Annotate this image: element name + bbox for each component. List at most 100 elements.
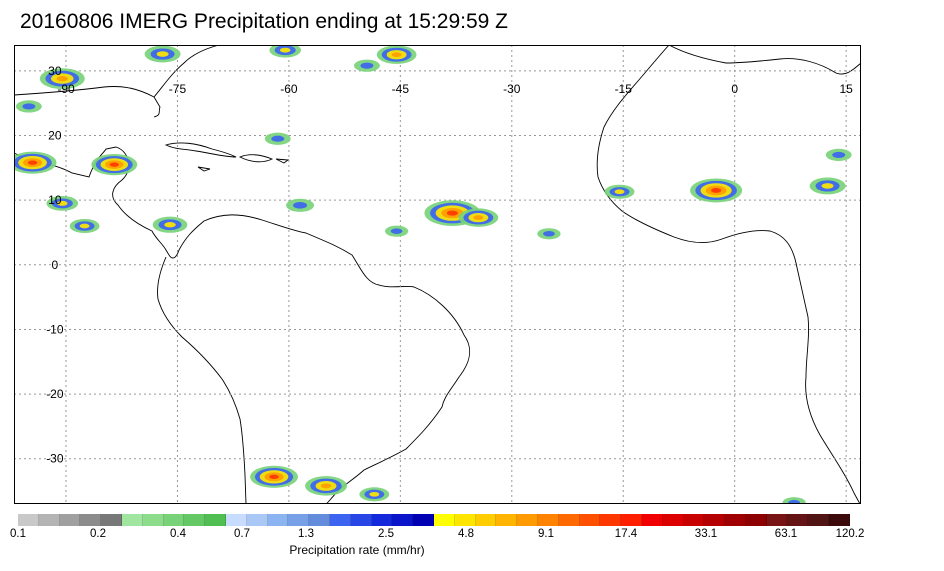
precip-contour — [788, 499, 800, 504]
colorbar-segment — [413, 514, 434, 526]
precipitation-cell — [809, 177, 846, 195]
longitude-label: -45 — [392, 82, 410, 96]
colorbar-tick-label: 120.2 — [835, 528, 865, 540]
colorbar-segment — [59, 514, 81, 526]
colorbar-segment — [18, 514, 39, 526]
colorbar-segment — [80, 514, 102, 526]
precip-contour — [156, 51, 169, 57]
longitude-label: -60 — [280, 82, 298, 96]
colorbar-segment — [267, 514, 289, 526]
precip-contour — [279, 47, 291, 53]
precip-contour — [360, 62, 374, 69]
coastline-west-south-america — [157, 256, 247, 504]
precipitation-cell — [286, 198, 315, 212]
latitude-label: -20 — [46, 387, 64, 401]
colorbar-segment — [329, 514, 351, 526]
precipitation-cell — [782, 497, 806, 504]
colorbar-segment — [787, 514, 809, 526]
colorbar-tick-label: 4.8 — [458, 528, 474, 540]
precip-contour — [269, 474, 279, 480]
colorbar-segment — [683, 514, 705, 526]
precipitation-cell — [269, 45, 301, 58]
precipitation-cell — [376, 45, 417, 64]
precipitation-cell — [353, 59, 380, 72]
precipitation-cell — [458, 208, 499, 227]
colorbar-segment — [579, 514, 601, 526]
precipitation-cell — [384, 225, 409, 237]
colorbar-segment — [641, 514, 663, 526]
precip-contour — [446, 210, 458, 216]
longitude-label: -90 — [57, 82, 75, 96]
colorbar-segment — [496, 514, 518, 526]
latitude-label: 10 — [48, 193, 62, 207]
colorbar-segment — [662, 514, 684, 526]
precipitation-colorbar — [18, 514, 850, 526]
longitude-label: -30 — [503, 82, 521, 96]
precipitation-cell — [825, 148, 852, 162]
latitude-label: 30 — [48, 64, 62, 78]
precipitation-cell — [305, 476, 348, 496]
colorbar-segment — [101, 514, 122, 526]
precipitation-cell — [537, 228, 561, 240]
colorbar-segment — [621, 514, 642, 526]
colorbar-tick-label: 1.3 — [298, 528, 314, 540]
colorbar-segment — [600, 514, 622, 526]
map-frame — [14, 45, 861, 504]
map-canvas: -90 -75 -60 -45 -30 -15 0 15 30 20 10 0 -10 -20 -30 — [14, 45, 861, 504]
precip-contour — [27, 160, 38, 165]
graticule-labels: -90 -75 -60 -45 -30 -15 0 15 30 20 10 0 -10 -20 -30 — [46, 64, 853, 466]
precipitation-cell — [604, 184, 635, 199]
longitude-label: 0 — [731, 82, 738, 96]
precip-contour — [164, 222, 176, 228]
colorbar-segment — [371, 514, 393, 526]
colorbar-segment — [829, 514, 850, 526]
coastline-mediterranean — [668, 45, 861, 75]
precip-contour — [293, 202, 308, 209]
precipitation-cell — [264, 132, 291, 145]
colorbar-segment — [517, 514, 538, 526]
colorbar-tick-label: 0.2 — [90, 528, 106, 540]
coastline-cuba — [164, 142, 237, 158]
precipitation-map: -90 -75 -60 -45 -30 -15 0 15 30 20 10 0 -10 -20 -30 — [14, 45, 861, 504]
colorbar-tick-label: 0.1 — [10, 528, 26, 540]
coastline-south-america — [168, 214, 471, 504]
precip-contour — [543, 230, 555, 237]
colorbar-segment — [725, 514, 746, 526]
colorbar-tick-label: 0.7 — [234, 528, 250, 540]
colorbar-segment — [745, 514, 767, 526]
precip-contour — [473, 215, 484, 220]
colorbar-segment — [225, 514, 247, 526]
coastline-central-america — [14, 146, 170, 256]
latitude-label: -30 — [46, 452, 64, 466]
colorbar-segment — [392, 514, 414, 526]
coastline-gulf-florida — [14, 45, 220, 118]
colorbar-segment — [246, 514, 268, 526]
longitude-label: -15 — [615, 82, 633, 96]
latitude-label: -10 — [46, 322, 64, 336]
colorbar-segment — [454, 514, 476, 526]
colorbar-segment — [309, 514, 330, 526]
precip-contour — [390, 228, 403, 234]
latitude-label: 20 — [48, 129, 62, 143]
colorbar-tick-label: 2.5 — [378, 528, 394, 540]
colorbar-segment — [808, 514, 830, 526]
coastlines — [14, 45, 861, 504]
precip-contour — [821, 183, 834, 189]
colorbar-tick-label: 33.1 — [694, 528, 718, 540]
colorbar-segment — [142, 514, 164, 526]
precip-contour — [79, 223, 90, 229]
precip-contour — [614, 189, 625, 195]
colorbar-segment — [475, 514, 497, 526]
longitude-label: 15 — [839, 82, 853, 96]
coastline-hispaniola — [197, 154, 290, 172]
precip-contour — [57, 200, 68, 206]
precipitation-field — [14, 45, 852, 504]
precipitation-cell — [690, 178, 743, 203]
precipitation-cell — [91, 153, 138, 176]
colorbar-tick-label: 17.4 — [614, 528, 638, 540]
precipitation-cell — [69, 218, 100, 234]
precipitation-cell — [39, 68, 85, 90]
colorbar-segment — [184, 514, 206, 526]
precip-contour — [832, 151, 846, 158]
colorbar-segment — [766, 514, 788, 526]
